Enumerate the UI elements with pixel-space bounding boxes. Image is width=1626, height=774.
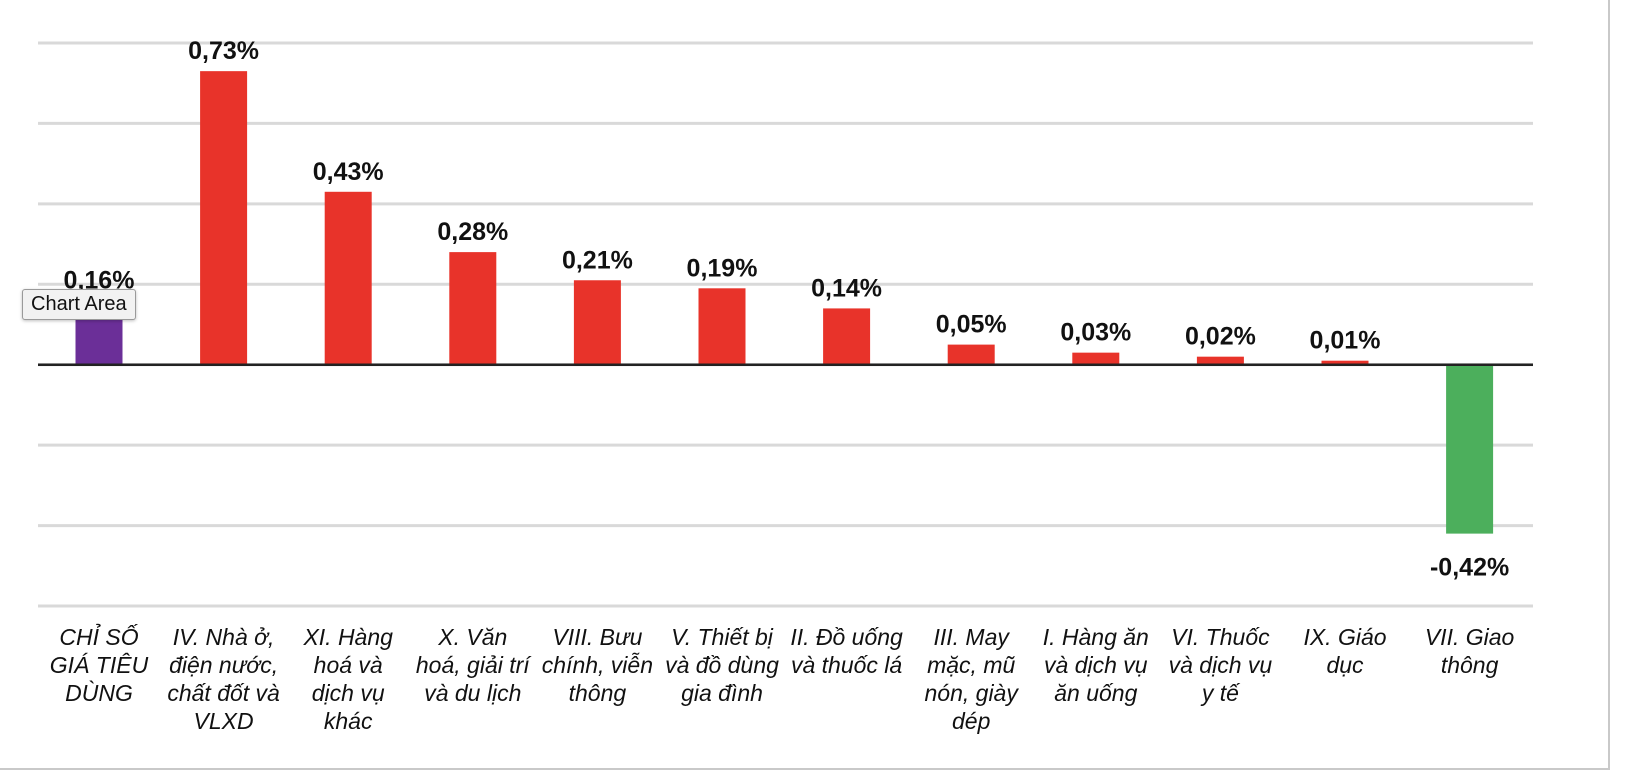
category-label: CHỈ SỐ GIÁ TIÊU DÙNG <box>35 623 163 707</box>
category-label-line: CHỈ SỐ <box>59 624 139 650</box>
category-label-line: X. Văn <box>438 624 508 650</box>
category-label-line: hoá, giải trí <box>415 652 530 678</box>
category-label: IX. Giáo dục <box>1281 623 1409 679</box>
bar[interactable] <box>1446 364 1494 534</box>
data-label: 0,21% <box>562 246 633 274</box>
category-label: X. Văn hoá, giải trí và du lịch <box>409 623 537 707</box>
category-label-line: thông <box>1440 652 1499 678</box>
category-label-line: gia đình <box>681 680 763 706</box>
category-label-line: và thuốc lá <box>790 652 903 678</box>
data-label: 0,03% <box>1060 319 1131 347</box>
category-label-line: VI. Thuốc <box>1171 624 1270 650</box>
category-label-line: và du lịch <box>424 680 522 706</box>
bar[interactable] <box>1072 352 1120 365</box>
category-label: V. Thiết bị và đồ dùng gia đình <box>658 623 786 707</box>
category-label: III. May mặc, mũ nón, giày dép <box>907 623 1035 735</box>
category-label-line: chất đốt và <box>167 680 280 706</box>
chart-area-tooltip: Chart Area <box>22 289 136 320</box>
category-label-line: dục <box>1326 652 1364 678</box>
bar[interactable] <box>324 191 372 365</box>
category-label-line: dép <box>952 708 991 734</box>
category-label-line: y tế <box>1201 680 1239 706</box>
bar[interactable] <box>573 280 621 365</box>
category-label-line: XI. Hàng <box>303 624 393 650</box>
category-label-line: điện nước, <box>169 652 279 678</box>
category-label: VII. Giao thông <box>1406 623 1534 679</box>
category-label-line: VLXD <box>193 708 254 734</box>
category-label-line: DÙNG <box>65 680 133 706</box>
category-label-line: ăn uống <box>1054 680 1138 706</box>
category-label-line: VIII. Bưu <box>552 624 643 650</box>
category-label-line: chính, viễn <box>541 652 654 678</box>
category-label-line: VII. Giao <box>1424 624 1515 650</box>
category-label: VIII. Bưu chính, viễn thông <box>533 623 661 707</box>
category-label-line: dịch vụ <box>311 680 385 706</box>
category-label-line: và dịch vụ <box>1044 652 1148 678</box>
category-label-line: GIÁ TIÊU <box>49 652 149 678</box>
bar[interactable] <box>1321 360 1369 365</box>
category-label: II. Đồ uống và thuốc lá <box>783 623 911 679</box>
category-label: I. Hàng ăn và dịch vụ ăn uống <box>1032 623 1160 707</box>
category-label: VI. Thuốc và dịch vụ y tế <box>1156 623 1284 707</box>
category-label-line: khác <box>323 708 373 734</box>
bar[interactable] <box>947 344 995 365</box>
category-label: IV. Nhà ở, điện nước, chất đốt và VLXD <box>160 623 288 735</box>
bar[interactable] <box>823 308 871 365</box>
bar[interactable] <box>200 71 248 365</box>
category-label-line: I. Hàng ăn <box>1042 624 1149 650</box>
data-label: 0,05% <box>936 311 1007 339</box>
bar[interactable] <box>698 288 746 365</box>
category-label-line: và đồ dùng <box>665 652 779 678</box>
category-label-line: II. Đồ uống <box>790 624 903 650</box>
data-label: 0,28% <box>437 218 508 246</box>
data-label: 0,14% <box>811 274 882 302</box>
category-label-line: V. Thiết bị <box>671 624 773 650</box>
category-label-line: và dịch vụ <box>1168 652 1273 678</box>
category-label-line: hoá và <box>313 652 383 678</box>
data-label: 0,43% <box>313 158 384 186</box>
data-label: 0,73% <box>188 37 259 65</box>
category-label-line: III. May <box>933 624 1009 650</box>
category-label-line: nón, giày <box>924 680 1018 706</box>
category-label-line: IV. Nhà ở, <box>172 624 275 650</box>
bar[interactable] <box>1196 356 1244 365</box>
data-label: -0,42% <box>1430 554 1509 582</box>
bar[interactable] <box>449 252 497 365</box>
category-label: XI. Hàng hoá và dịch vụ khác <box>284 623 412 735</box>
data-label: 0,02% <box>1185 323 1256 351</box>
data-label: 0,19% <box>687 254 758 282</box>
category-label-line: thông <box>568 680 627 706</box>
category-label-line: mặc, mũ <box>927 652 1016 678</box>
category-label-line: IX. Giáo <box>1303 624 1387 650</box>
data-label: 0,01% <box>1310 327 1381 355</box>
